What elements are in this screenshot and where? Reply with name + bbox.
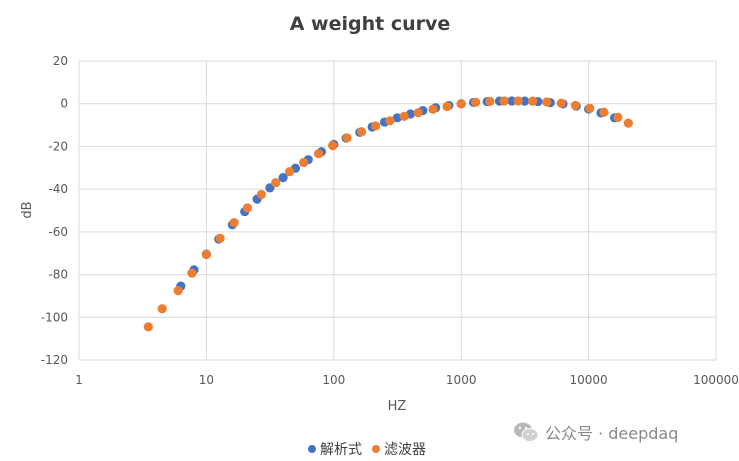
data-point (499, 96, 509, 106)
chart-title: A weight curve (290, 13, 451, 35)
data-point (256, 189, 266, 200)
data-point (442, 101, 452, 112)
data-point (229, 218, 239, 228)
y-tick-label: -80 (48, 268, 68, 282)
x-tick-label: 10 (199, 373, 214, 387)
data-point (471, 97, 481, 107)
data-point (356, 127, 367, 137)
data-point (271, 178, 281, 188)
data-point (528, 96, 538, 106)
data-point (456, 99, 466, 109)
legend-marker (372, 445, 380, 453)
grid (78, 60, 717, 361)
y-tick-label: -120 (41, 353, 68, 367)
x-tick-label: 1000 (446, 373, 477, 387)
data-point (299, 157, 309, 168)
y-tick-label: 0 (60, 97, 68, 111)
data-point (556, 98, 566, 108)
data-point (399, 111, 409, 121)
data-point (143, 322, 153, 332)
y-tick-labels: 20 0 -20 -40 -60 -80 -100 -120 (41, 54, 68, 367)
data-point (242, 203, 253, 213)
y-tick-label: -40 (48, 182, 68, 196)
x-tick-labels: 1 10 100 1000 10000 100000 (75, 373, 739, 387)
series-2 (143, 96, 633, 332)
data-point (542, 97, 552, 107)
data-point (173, 285, 183, 296)
data-point (599, 107, 609, 117)
data-points (143, 96, 633, 332)
data-point (520, 96, 530, 106)
x-tick-label: 100 (322, 373, 345, 387)
data-point (371, 121, 381, 131)
data-point (585, 103, 595, 113)
data-point (342, 133, 352, 143)
data-point (413, 108, 423, 118)
y-tick-label: -60 (48, 225, 68, 239)
data-point (385, 116, 395, 126)
watermark-text: 公众号 · deepdaq (545, 424, 679, 443)
y-tick-label: -100 (41, 310, 68, 324)
wechat-icon (514, 422, 539, 442)
data-point (314, 149, 324, 159)
watermark: 公众号 · deepdaq (513, 419, 678, 445)
data-point (285, 167, 295, 177)
data-point (157, 304, 167, 314)
data-point (513, 96, 523, 106)
data-point (570, 100, 581, 111)
data-point (201, 249, 211, 260)
x-axis-label: HZ (388, 399, 407, 414)
data-point (278, 173, 288, 183)
legend-marker (308, 445, 316, 453)
x-tick-label: 100000 (693, 373, 739, 387)
data-point (613, 112, 623, 122)
x-tick-label: 1 (75, 373, 83, 387)
data-point (328, 140, 338, 151)
y-tick-label: 20 (53, 54, 68, 68)
data-point (428, 104, 438, 114)
data-point (623, 118, 633, 128)
data-point (485, 96, 495, 106)
legend-entry: 解析式 (320, 442, 362, 458)
y-axis-label: dB (20, 201, 35, 218)
x-tick-label: 10000 (570, 373, 608, 387)
legend-entry: 滤波器 (384, 442, 426, 458)
series-1 (176, 96, 620, 291)
y-tick-label: -20 (48, 139, 68, 153)
data-point (187, 268, 197, 278)
legend: 解析式 滤波器 (308, 442, 426, 458)
data-point (392, 113, 402, 123)
data-point (215, 233, 225, 243)
